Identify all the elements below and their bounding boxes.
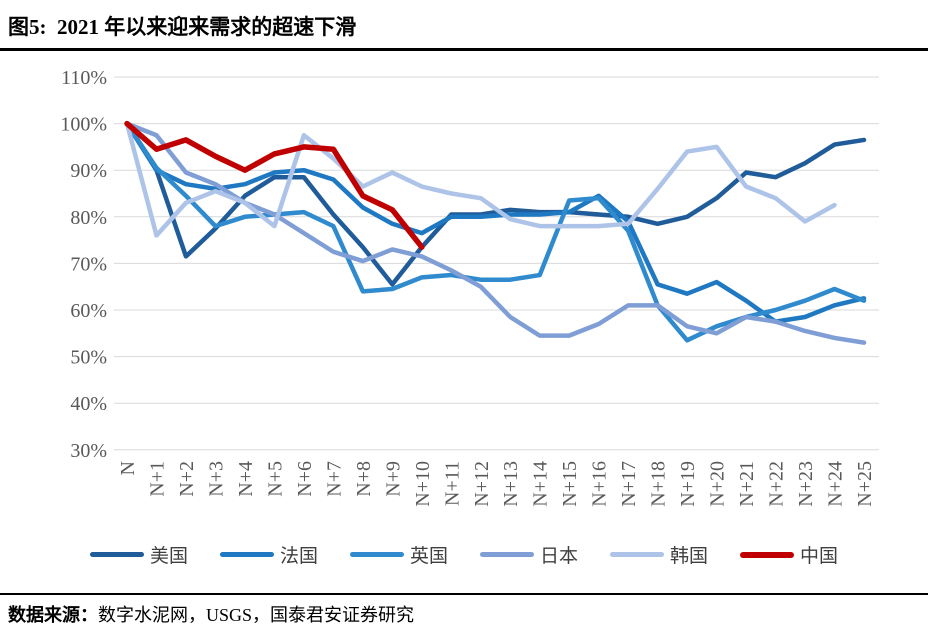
x-tick-label: N+14 [530,461,552,507]
source-label: 数据来源： [8,605,98,625]
series-line-法国 [124,121,867,324]
x-tick-label: N+16 [589,461,611,507]
legend-label: 中国 [800,546,839,567]
y-tick-label: 110% [61,67,107,89]
x-tick-label: N+12 [471,461,493,507]
chart-legend: 美国 法国 英国 日本 韩国 中国 [0,541,928,568]
legend-label: 英国 [409,546,448,567]
legend-swatch-美国 [89,552,144,557]
x-tick-label: N+7 [323,461,345,497]
y-tick-label: 70% [70,253,107,275]
legend-swatch-法国 [219,552,274,557]
series-line-韩国 [124,121,837,238]
legend-item-日本: 日本 [480,541,578,568]
x-tick-label: N+22 [766,461,788,507]
legend-swatch-日本 [480,552,534,557]
x-tick-label: N+23 [795,461,817,507]
y-tick-label: 30% [70,440,107,462]
y-tick-label: 60% [70,300,107,322]
y-tick-label: 40% [70,393,107,415]
x-tick-label: N+18 [648,461,670,507]
legend-item-法国: 法国 [219,541,318,568]
chart-svg: 110% 100% 90% 80% 70% 60% 50% 40% 30% N N+1 N+2 N+3 N… [60,67,879,507]
figure-title: 图5: 2021 年以来迎来需求的超速下滑 [0,0,928,51]
line-chart: 110% 100% 90% 80% 70% 60% 50% 40% 30% N N+1 N+2 N+3 N… [60,67,879,507]
series-line-美国 [124,121,867,287]
x-tick-label: N+9 [382,461,404,497]
x-tick-label: N+3 [205,461,227,497]
x-tick-label: N+6 [294,461,316,497]
x-tick-label: N+1 [146,461,168,497]
y-tick-label: 50% [70,347,107,369]
x-tick-label: N+17 [618,461,640,507]
legend-label: 日本 [540,546,579,567]
legend-swatch-英国 [349,552,404,557]
series-line-中国 [124,120,425,250]
legend-item-韩国: 韩国 [610,541,708,568]
legend-item-英国: 英国 [349,541,448,568]
x-tick-label: N+15 [559,461,581,507]
source-footer: 数据来源：数字水泥网，USGS，国泰君安证券研究 [0,593,928,627]
legend-item-美国: 美国 [89,541,188,568]
x-tick-label: N+5 [264,461,286,497]
legend-label: 美国 [149,546,188,567]
x-tick-label: N+20 [707,461,729,507]
x-tick-label: N [117,461,139,475]
x-tick-label: N+19 [677,461,699,507]
x-tick-label: N+13 [500,461,522,507]
legend-swatch-韩国 [610,552,665,557]
x-tick-label: N+4 [235,461,257,497]
x-tick-label: N+21 [736,461,758,507]
y-tick-label: 90% [70,160,107,182]
x-tick-label: N+2 [176,461,198,497]
legend-label: 韩国 [670,546,709,567]
x-tick-label: N+11 [441,461,463,506]
x-tick-label: N+10 [412,461,434,507]
y-tick-label: 80% [70,207,107,229]
legend-item-中国: 中国 [740,541,838,568]
x-tick-label: N+8 [353,461,375,497]
x-tick-label: N+25 [854,461,876,507]
x-tick-label: N+24 [825,461,847,507]
source-text: 数字水泥网，USGS，国泰君安证券研究 [98,605,415,625]
y-tick-label: 100% [60,114,107,136]
legend-swatch-中国 [740,551,795,558]
legend-label: 法国 [279,546,318,567]
